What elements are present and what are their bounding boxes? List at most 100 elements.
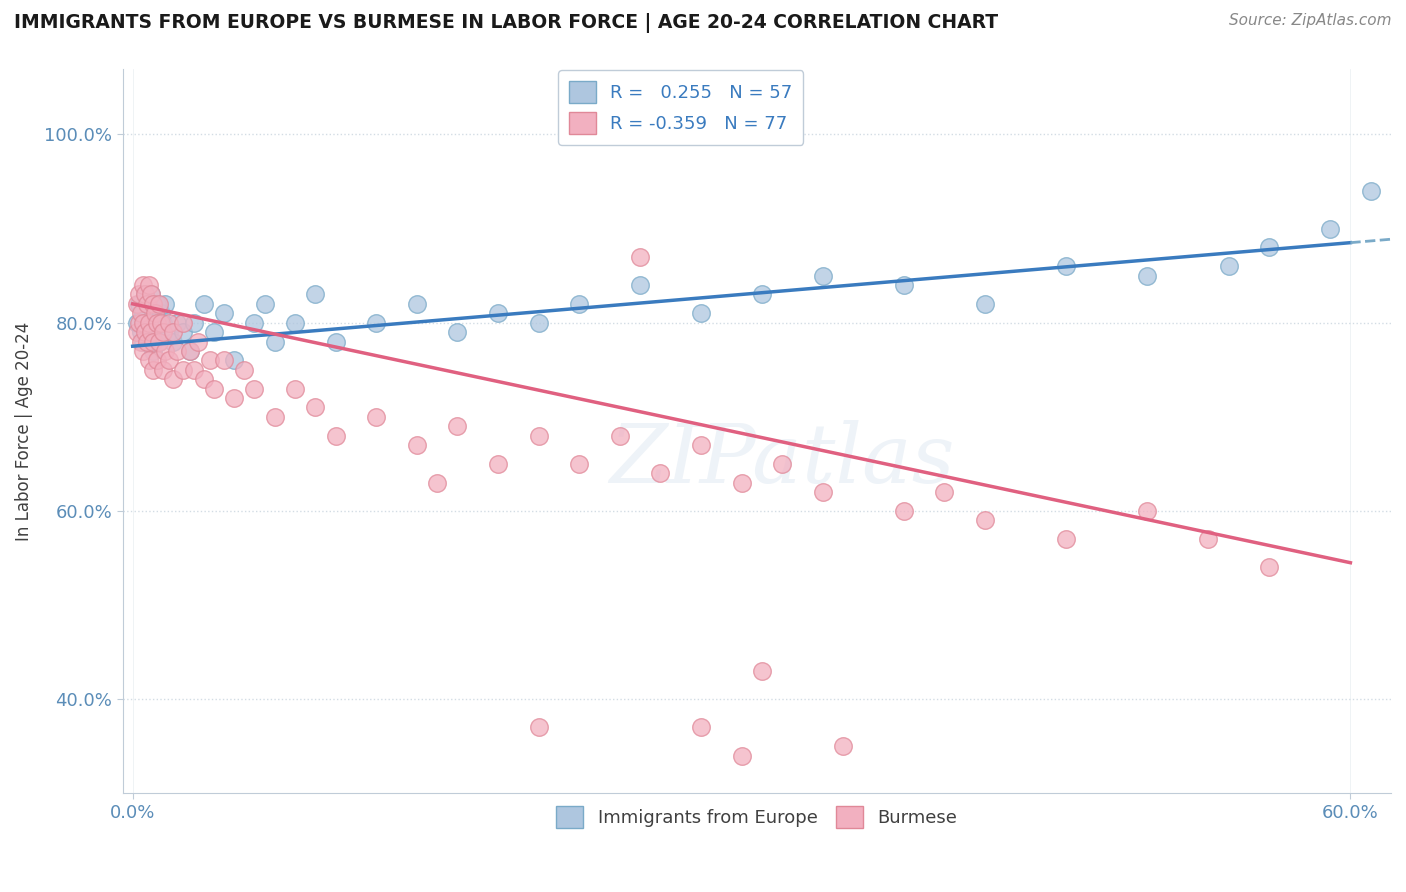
Point bbox=[1136, 504, 1159, 518]
Point bbox=[628, 250, 651, 264]
Point bbox=[135, 297, 157, 311]
Point bbox=[146, 297, 169, 311]
Point bbox=[284, 382, 307, 396]
Point bbox=[304, 401, 326, 415]
Point bbox=[152, 363, 174, 377]
Point bbox=[152, 316, 174, 330]
Point bbox=[148, 297, 170, 311]
Point bbox=[146, 316, 169, 330]
Point bbox=[325, 334, 347, 349]
Point bbox=[179, 343, 201, 358]
Point bbox=[486, 306, 509, 320]
Text: ZIPatlas: ZIPatlas bbox=[609, 420, 955, 500]
Point bbox=[212, 353, 235, 368]
Point bbox=[405, 297, 427, 311]
Point bbox=[730, 748, 752, 763]
Point bbox=[132, 316, 155, 330]
Point bbox=[183, 316, 205, 330]
Point bbox=[1197, 532, 1219, 546]
Point bbox=[138, 316, 160, 330]
Point bbox=[162, 325, 184, 339]
Point bbox=[690, 721, 713, 735]
Point bbox=[1054, 259, 1077, 273]
Point bbox=[832, 739, 855, 754]
Point bbox=[193, 372, 215, 386]
Point bbox=[162, 334, 184, 349]
Point bbox=[1136, 268, 1159, 283]
Point bbox=[129, 306, 152, 320]
Point bbox=[139, 316, 162, 330]
Point bbox=[125, 325, 148, 339]
Point bbox=[304, 287, 326, 301]
Point bbox=[132, 306, 155, 320]
Point bbox=[143, 316, 166, 330]
Point bbox=[366, 409, 388, 424]
Point bbox=[128, 287, 150, 301]
Point bbox=[146, 325, 169, 339]
Point bbox=[325, 428, 347, 442]
Point bbox=[134, 287, 156, 301]
Point bbox=[284, 316, 307, 330]
Point bbox=[128, 316, 150, 330]
Point bbox=[157, 353, 180, 368]
Point bbox=[157, 316, 180, 330]
Point bbox=[811, 268, 834, 283]
Point bbox=[129, 325, 152, 339]
Point bbox=[568, 297, 591, 311]
Point bbox=[690, 306, 713, 320]
Point bbox=[134, 287, 156, 301]
Point bbox=[142, 363, 165, 377]
Point bbox=[138, 278, 160, 293]
Point bbox=[166, 316, 188, 330]
Point bbox=[263, 409, 285, 424]
Point bbox=[202, 325, 225, 339]
Point bbox=[172, 363, 194, 377]
Point bbox=[139, 287, 162, 301]
Point bbox=[1054, 532, 1077, 546]
Point bbox=[139, 325, 162, 339]
Point bbox=[172, 325, 194, 339]
Point bbox=[486, 457, 509, 471]
Point bbox=[179, 343, 201, 358]
Point bbox=[628, 278, 651, 293]
Point bbox=[751, 287, 773, 301]
Point bbox=[132, 278, 155, 293]
Point bbox=[129, 334, 152, 349]
Point bbox=[609, 428, 631, 442]
Point bbox=[233, 363, 256, 377]
Point bbox=[157, 325, 180, 339]
Point bbox=[202, 382, 225, 396]
Point bbox=[152, 325, 174, 339]
Point bbox=[187, 334, 209, 349]
Point bbox=[172, 316, 194, 330]
Point bbox=[893, 504, 915, 518]
Point bbox=[568, 457, 591, 471]
Point bbox=[153, 343, 176, 358]
Point bbox=[138, 316, 160, 330]
Point bbox=[893, 278, 915, 293]
Point bbox=[135, 334, 157, 349]
Point bbox=[138, 353, 160, 368]
Point bbox=[142, 306, 165, 320]
Point bbox=[243, 382, 266, 396]
Point bbox=[134, 316, 156, 330]
Point bbox=[405, 438, 427, 452]
Point bbox=[263, 334, 285, 349]
Point bbox=[128, 297, 150, 311]
Point bbox=[253, 297, 276, 311]
Point bbox=[142, 297, 165, 311]
Point bbox=[426, 475, 449, 490]
Point bbox=[974, 513, 997, 527]
Text: IMMIGRANTS FROM EUROPE VS BURMESE IN LABOR FORCE | AGE 20-24 CORRELATION CHART: IMMIGRANTS FROM EUROPE VS BURMESE IN LAB… bbox=[14, 13, 998, 33]
Point bbox=[142, 325, 165, 339]
Point bbox=[125, 297, 148, 311]
Point bbox=[142, 343, 165, 358]
Point bbox=[135, 297, 157, 311]
Point bbox=[1258, 240, 1281, 254]
Point bbox=[527, 428, 550, 442]
Point bbox=[224, 353, 246, 368]
Legend: Immigrants from Europe, Burmese: Immigrants from Europe, Burmese bbox=[550, 798, 965, 835]
Point bbox=[162, 372, 184, 386]
Point bbox=[139, 287, 162, 301]
Point bbox=[1360, 184, 1382, 198]
